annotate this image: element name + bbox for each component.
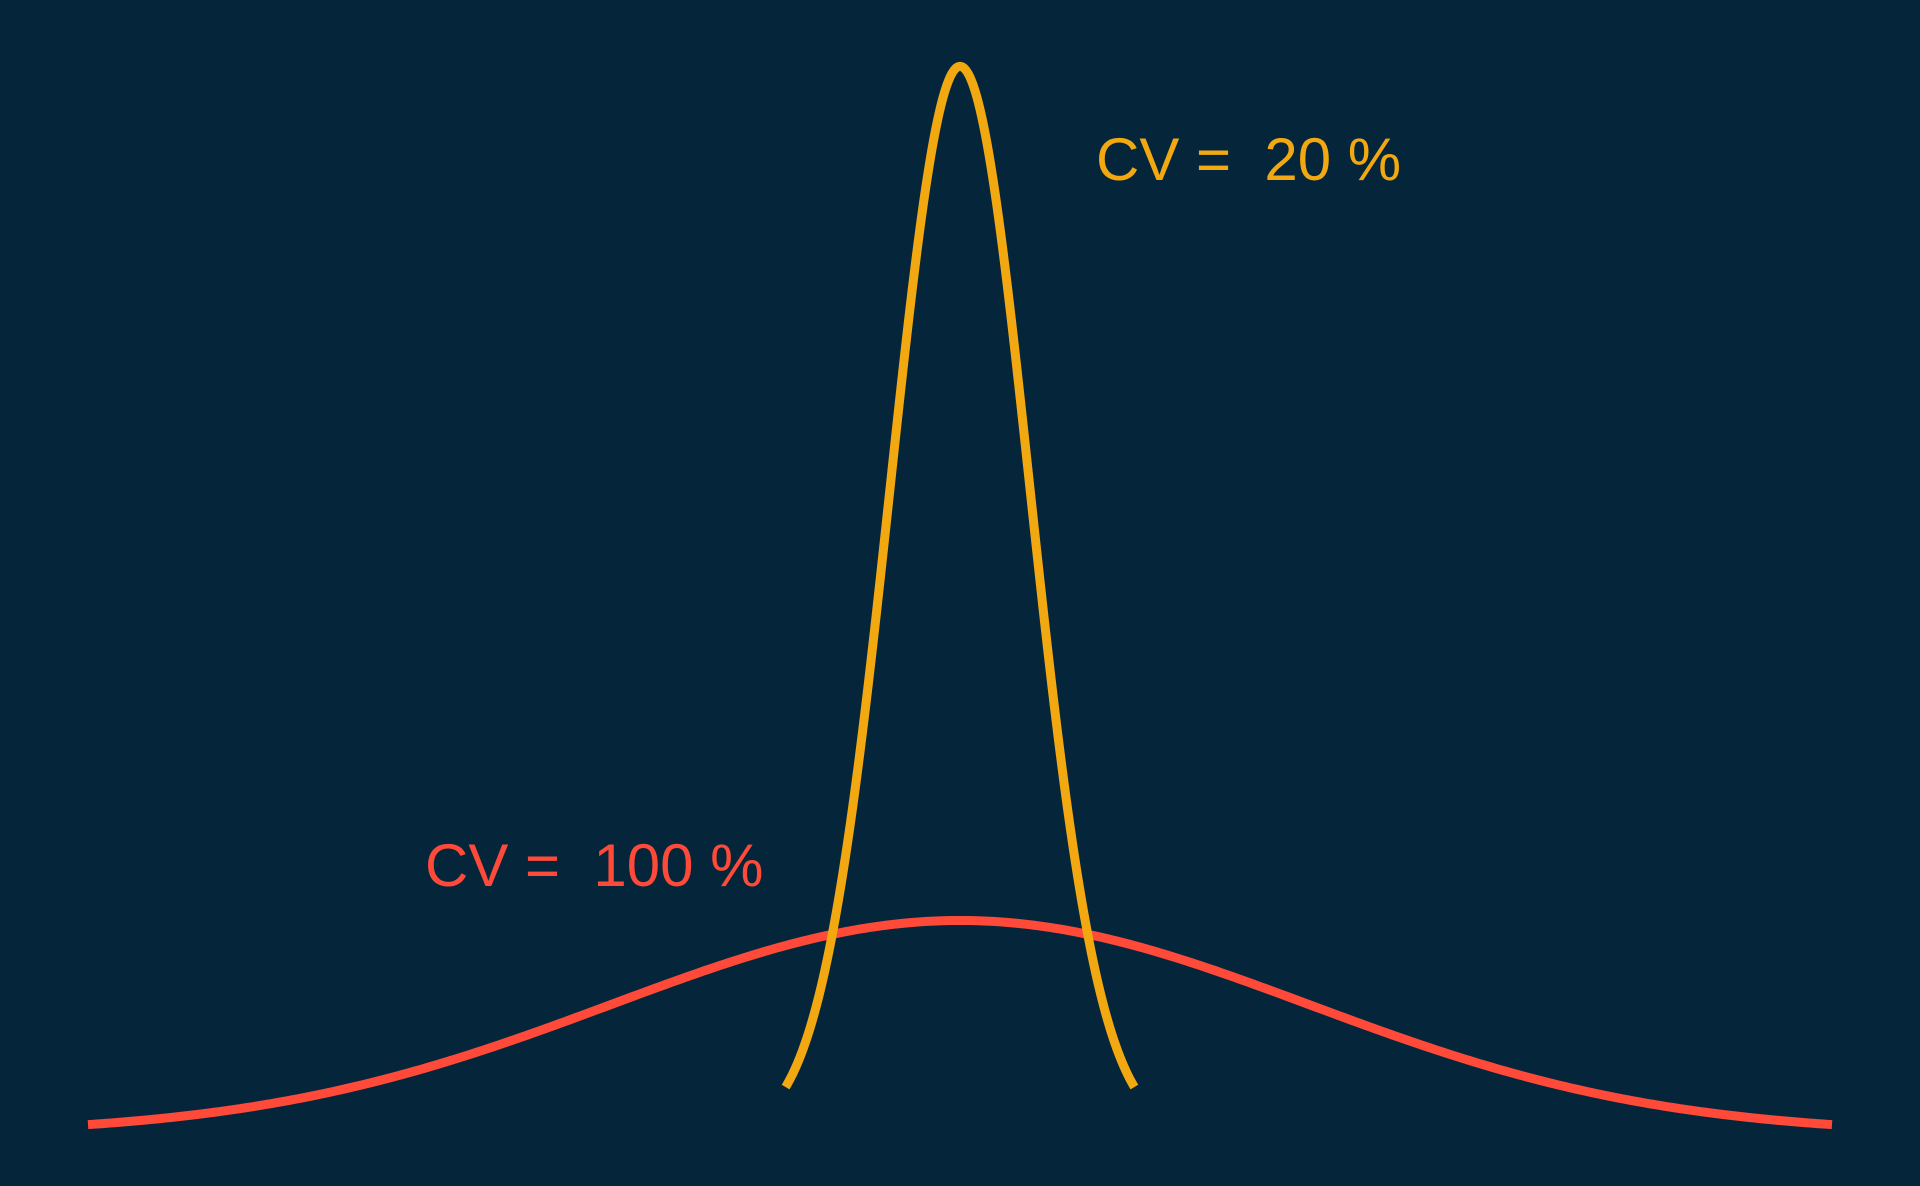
- series-label-cv-20: CV = 20 %: [1096, 126, 1401, 193]
- series-label-cv-100: CV = 100 %: [425, 832, 764, 899]
- series-line-cv-20: [781, 61, 1139, 1091]
- series-line-cv-100: [87, 915, 1833, 1130]
- curves-group: [87, 61, 1833, 1130]
